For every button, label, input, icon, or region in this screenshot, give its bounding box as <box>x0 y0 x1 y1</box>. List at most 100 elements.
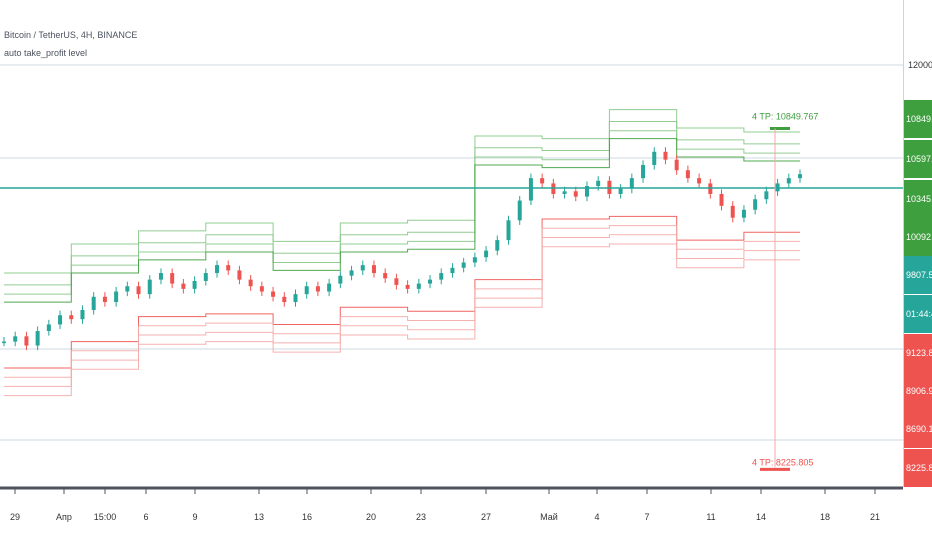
candle <box>685 170 690 179</box>
candle <box>506 220 511 241</box>
candle <box>596 180 601 187</box>
candle <box>91 296 96 310</box>
price-badge <box>904 334 932 372</box>
candle <box>170 273 175 284</box>
x-tick-label: 4 <box>594 512 599 522</box>
candle <box>428 279 433 284</box>
price-badge <box>904 449 932 487</box>
price-badge <box>904 218 932 256</box>
x-tick-label: Апр <box>56 512 72 522</box>
candle <box>618 188 623 194</box>
candle <box>315 286 320 292</box>
candle <box>416 283 421 289</box>
tp-level-green <box>4 109 800 274</box>
price-badge <box>904 180 932 218</box>
x-tick-label: 21 <box>870 512 880 522</box>
candle <box>2 341 6 344</box>
price-badge-label: 10597.48 <box>906 154 932 164</box>
candle <box>719 193 724 206</box>
candle <box>259 286 264 292</box>
price-badge-label: 8906.99 <box>906 386 932 396</box>
x-tick-label: 14 <box>756 512 766 522</box>
x-tick-label: Май <box>540 512 558 522</box>
tp-level-green <box>4 138 800 303</box>
price-axis-label: 12000.00 <box>908 60 932 70</box>
price-badge <box>904 100 932 138</box>
candle <box>798 174 802 179</box>
price-badge-label: 9123.84 <box>906 348 932 358</box>
x-tick-label: 15:00 <box>94 512 117 522</box>
candle <box>46 324 51 332</box>
candle <box>158 273 163 280</box>
candle <box>730 205 735 218</box>
candle <box>394 278 399 285</box>
x-tick-label: 16 <box>302 512 312 522</box>
candle <box>674 159 679 171</box>
candle <box>562 191 567 194</box>
tp-level-red <box>4 225 800 378</box>
candle <box>102 296 107 303</box>
price-badge-label: 9807.55 <box>906 270 932 280</box>
candle <box>573 191 578 197</box>
price-badge-label: 01:44:44 <box>906 309 932 319</box>
candle <box>528 178 533 201</box>
candle <box>786 178 791 184</box>
price-badge-label: 8225.84 <box>906 463 932 473</box>
candle <box>663 151 668 160</box>
candle <box>383 273 388 279</box>
tp-level-green <box>4 121 800 286</box>
candle <box>24 336 29 346</box>
price-badge-label: 10345.19 <box>906 194 932 204</box>
candle <box>439 273 444 280</box>
x-tick-label: 9 <box>192 512 197 522</box>
candle <box>472 257 477 263</box>
candle <box>495 240 500 251</box>
candle <box>248 279 253 287</box>
x-tick-label: 13 <box>254 512 264 522</box>
candle <box>293 294 298 303</box>
candle <box>450 267 455 274</box>
candle <box>629 178 634 189</box>
candle <box>338 275 343 284</box>
candle <box>147 279 152 295</box>
price-badge-label: 8690.14 <box>906 424 932 434</box>
candle <box>641 164 646 179</box>
candle <box>652 151 657 165</box>
candle <box>69 315 74 320</box>
tp-level-green <box>4 130 800 295</box>
x-tick-label: 23 <box>416 512 426 522</box>
candle <box>741 209 746 218</box>
tp-level-red <box>4 234 800 387</box>
candle <box>271 291 276 297</box>
candle <box>584 186 589 197</box>
candle <box>405 284 410 289</box>
candle <box>192 280 197 289</box>
candle <box>349 270 354 276</box>
tp-label-red: 4 TP: 8225.805 <box>752 457 813 467</box>
price-badge <box>904 140 932 178</box>
tp-level-red <box>4 243 800 397</box>
candle <box>327 283 332 292</box>
candle <box>125 286 130 292</box>
candle <box>517 200 522 221</box>
candle <box>697 178 702 184</box>
indicator-title: auto take_profit level <box>4 48 88 58</box>
tp-level-red <box>4 215 800 369</box>
candle <box>540 178 545 184</box>
candle <box>35 331 40 346</box>
price-badge-label: 10092.90 <box>906 232 932 242</box>
x-tick-label: 11 <box>706 512 715 522</box>
candle <box>484 250 489 258</box>
candle <box>215 265 220 274</box>
price-badge <box>904 295 932 333</box>
x-tick-label: 29 <box>10 512 20 522</box>
candle <box>764 191 769 200</box>
price-badge <box>904 372 932 410</box>
candle <box>80 309 85 320</box>
candle <box>371 265 376 274</box>
x-tick-label: 27 <box>481 512 491 522</box>
price-badge-label: 10849.77 <box>906 114 932 124</box>
candle <box>282 296 287 303</box>
candle <box>203 273 208 281</box>
